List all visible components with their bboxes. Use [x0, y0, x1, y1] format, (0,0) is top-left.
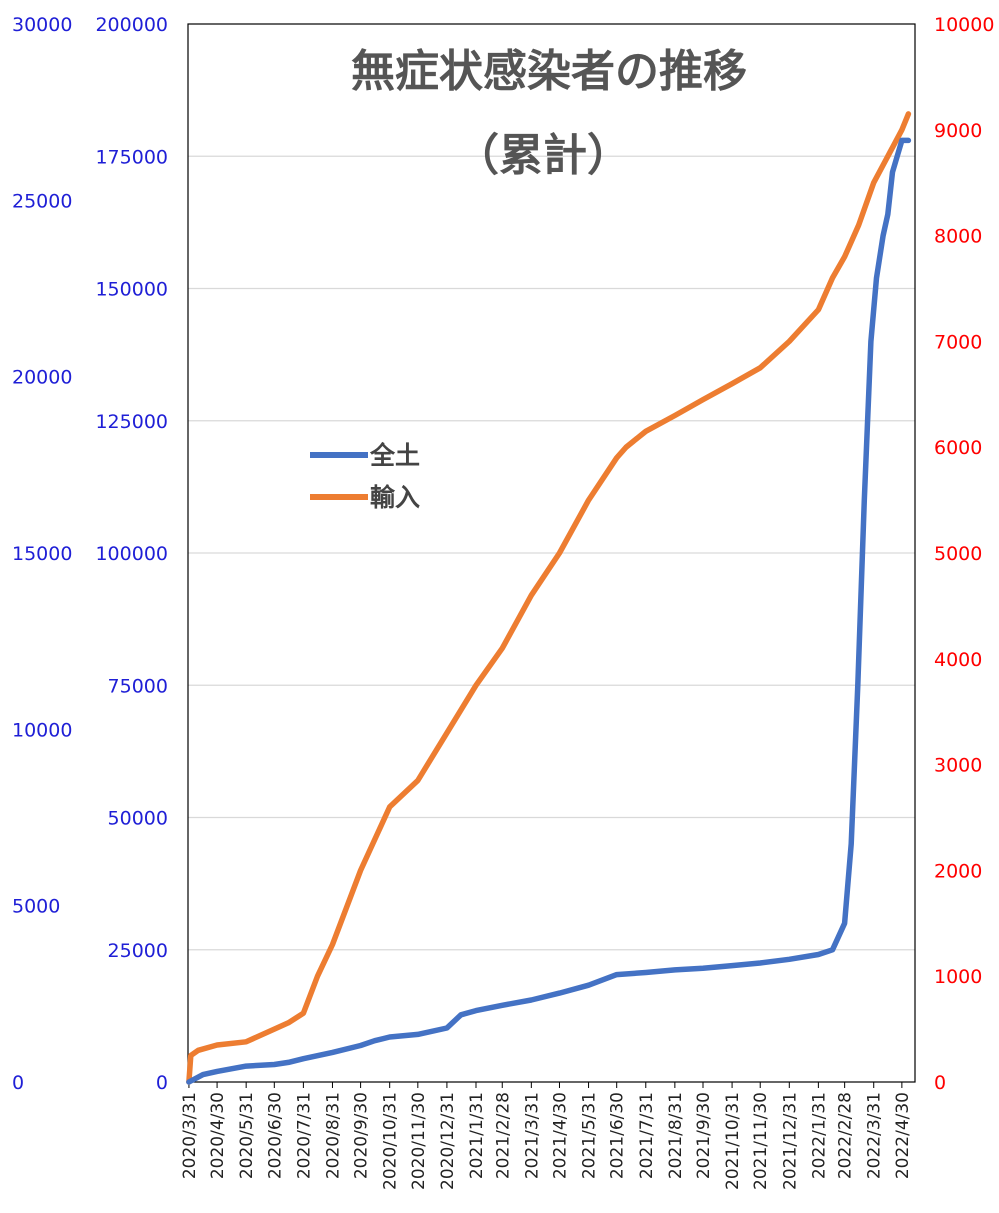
y-tick-label-outer: 0	[12, 1072, 24, 1094]
y-tick-label-inner: 100000	[95, 543, 168, 565]
x-tick-label: 2021/5/31	[580, 1092, 600, 1179]
y-tick-label-right: 4000	[934, 649, 982, 671]
y-tick-label-right: 0	[934, 1072, 946, 1094]
series-layer	[186, 111, 912, 1085]
y-tick-label-right: 7000	[934, 331, 982, 353]
y-tick-label-inner: 25000	[108, 940, 168, 962]
x-tick-label: 2022/2/28	[836, 1092, 856, 1179]
x-tick-label: 2020/4/30	[208, 1092, 228, 1179]
x-tick-label: 2021/10/31	[723, 1092, 743, 1190]
x-tick-label: 2020/7/31	[294, 1092, 314, 1179]
left-axis-inner: 0 25000 50000 75000 100000 125000 150000 175000…	[95, 14, 168, 1094]
x-tick-label: 2021/12/31	[780, 1092, 800, 1190]
y-tick-label-outer: 5000	[12, 896, 60, 918]
x-tick-label: 2020/11/30	[409, 1092, 429, 1190]
x-axis: 2020/3/31 2020/4/30 2020/5/31 2020/6/30 2020…	[180, 1082, 913, 1190]
y-tick-label-inner: 175000	[95, 146, 168, 168]
plot-area	[187, 23, 916, 1083]
x-tick-label: 2022/1/31	[809, 1092, 829, 1179]
y-tick-label-inner: 200000	[95, 14, 168, 36]
y-tick-label-right: 2000	[934, 860, 982, 882]
y-tick-label-right: 6000	[934, 437, 982, 459]
x-tick-label: 2021/3/31	[522, 1092, 542, 1179]
y-tick-label-inner: 0	[156, 1072, 168, 1094]
legend-label-shuru: 輸入	[370, 483, 420, 512]
y-tick-label-outer: 20000	[12, 367, 72, 389]
y-tick-label-right: 9000	[934, 120, 982, 142]
x-tick-label: 2022/4/30	[893, 1092, 913, 1179]
x-tick-label: 2021/1/31	[467, 1092, 487, 1179]
x-tick-label: 2020/9/30	[352, 1092, 372, 1179]
y-tick-label-outer: 15000	[12, 543, 72, 565]
y-tick-label-right: 8000	[934, 226, 982, 248]
y-tick-label-inner: 125000	[95, 411, 168, 433]
y-tick-label-outer: 25000	[12, 190, 72, 212]
y-tick-label-right: 3000	[934, 755, 982, 777]
x-tick-label: 2021/8/31	[666, 1092, 686, 1179]
x-tick-label: 2020/3/31	[180, 1092, 200, 1179]
x-tick-label: 2020/10/31	[381, 1092, 401, 1190]
chart-subtitle: （累計）	[455, 130, 631, 181]
x-tick-label: 2021/7/31	[637, 1092, 657, 1179]
legend-label-quantu: 全土	[369, 441, 420, 470]
y-tick-label-outer: 30000	[12, 14, 72, 36]
x-tick-label: 2020/6/30	[265, 1092, 285, 1179]
x-tick-label: 2020/8/31	[323, 1092, 343, 1179]
x-tick-label: 2020/12/31	[438, 1092, 458, 1190]
y-tick-label-inner: 150000	[95, 279, 168, 301]
x-tick-label: 2021/9/30	[694, 1092, 714, 1179]
grid-lines	[188, 155, 915, 951]
y-tick-label-inner: 75000	[108, 675, 168, 697]
x-tick-label: 2021/6/30	[608, 1092, 628, 1179]
y-tick-label-inner: 50000	[108, 808, 168, 830]
y-tick-label-right: 1000	[934, 966, 982, 988]
x-tick-label: 2021/11/30	[751, 1092, 771, 1190]
right-axis: 0 1000 2000 3000 4000 5000 6000 7000 8000 9000 100…	[934, 14, 994, 1094]
left-axis-outer: 0 5000 10000 15000 20000 25000 30000	[12, 14, 72, 1094]
series-line-shuru	[186, 111, 912, 1085]
x-tick-label: 2020/5/31	[237, 1092, 257, 1179]
x-tick-label: 2021/2/28	[493, 1092, 513, 1179]
y-tick-label-outer: 10000	[12, 719, 72, 741]
x-tick-label: 2022/3/31	[865, 1092, 885, 1179]
y-tick-label-right: 5000	[934, 543, 982, 565]
chart-title: 無症状感染者の推移	[351, 46, 747, 97]
series-line-quantu	[186, 137, 912, 1085]
y-tick-label-right: 10000	[934, 14, 994, 36]
x-tick-label: 2021/4/30	[550, 1092, 570, 1179]
legend: 全土 輸入	[310, 441, 420, 512]
